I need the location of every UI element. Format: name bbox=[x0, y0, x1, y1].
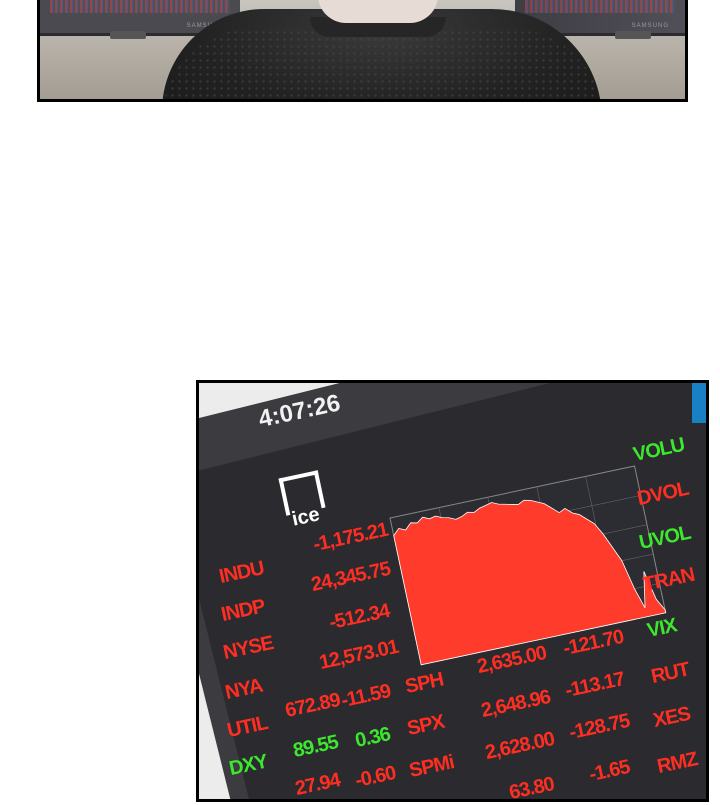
market-chart bbox=[389, 465, 667, 666]
monitor-stand-left bbox=[110, 31, 146, 39]
monitor-stand-right bbox=[615, 31, 651, 39]
top-comic-panel: SAMSUNG SAMSUNG bbox=[37, 0, 688, 102]
corner-sign bbox=[692, 383, 706, 423]
monitor-left-brand: SAMSUNG bbox=[187, 23, 224, 29]
monitor-right-brand: SAMSUNG bbox=[631, 23, 669, 29]
person-neck bbox=[318, 0, 438, 23]
monitor-right-screen bbox=[525, 0, 675, 13]
jacket-texture bbox=[162, 29, 602, 99]
chart-area-series bbox=[393, 499, 667, 666]
monitor-left-screen bbox=[50, 0, 230, 13]
market-chart-group bbox=[389, 465, 667, 666]
